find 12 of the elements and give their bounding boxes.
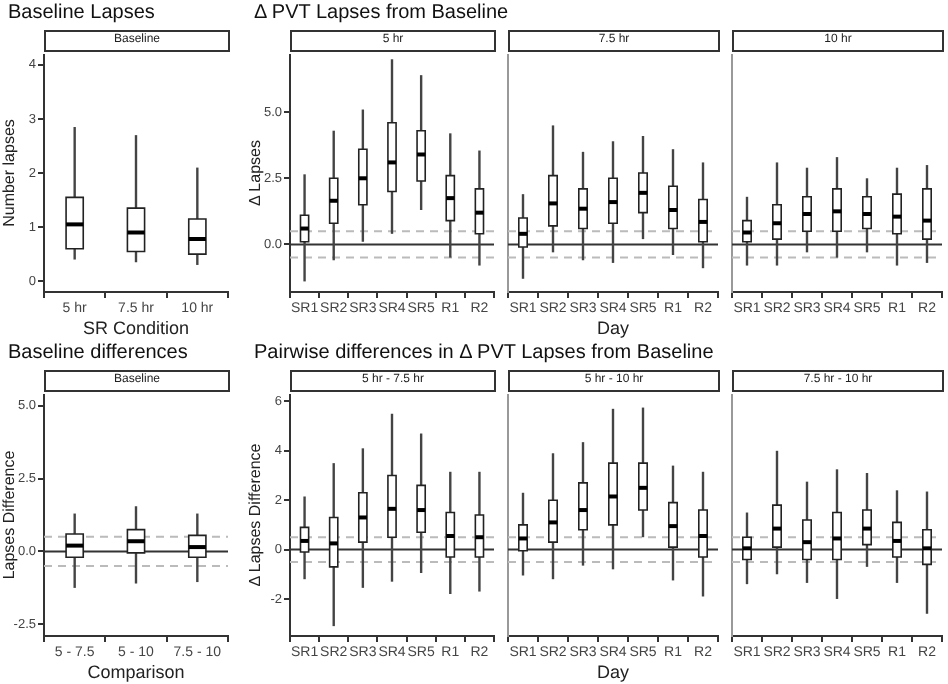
- x-axis-title: Day: [596, 662, 630, 683]
- chart-title: Baseline Lapses: [8, 2, 155, 24]
- chart-title: Δ PVT Lapses from Baseline: [254, 2, 509, 24]
- y-axis-title: Lapses Difference: [0, 449, 19, 580]
- y-axis-title: Δ Lapses Difference: [246, 442, 265, 587]
- chart-title: Baseline differences: [8, 342, 188, 364]
- y-axis-title: Δ Lapses: [246, 140, 265, 206]
- x-axis-title: Day: [596, 318, 630, 339]
- y-axis-title: Number lapses: [0, 119, 19, 227]
- chart-title: Pairwise differences in Δ PVT Lapses from Baseline: [254, 342, 714, 364]
- x-axis-title: Comparison: [87, 662, 185, 683]
- x-axis-title: SR Condition: [82, 318, 190, 339]
